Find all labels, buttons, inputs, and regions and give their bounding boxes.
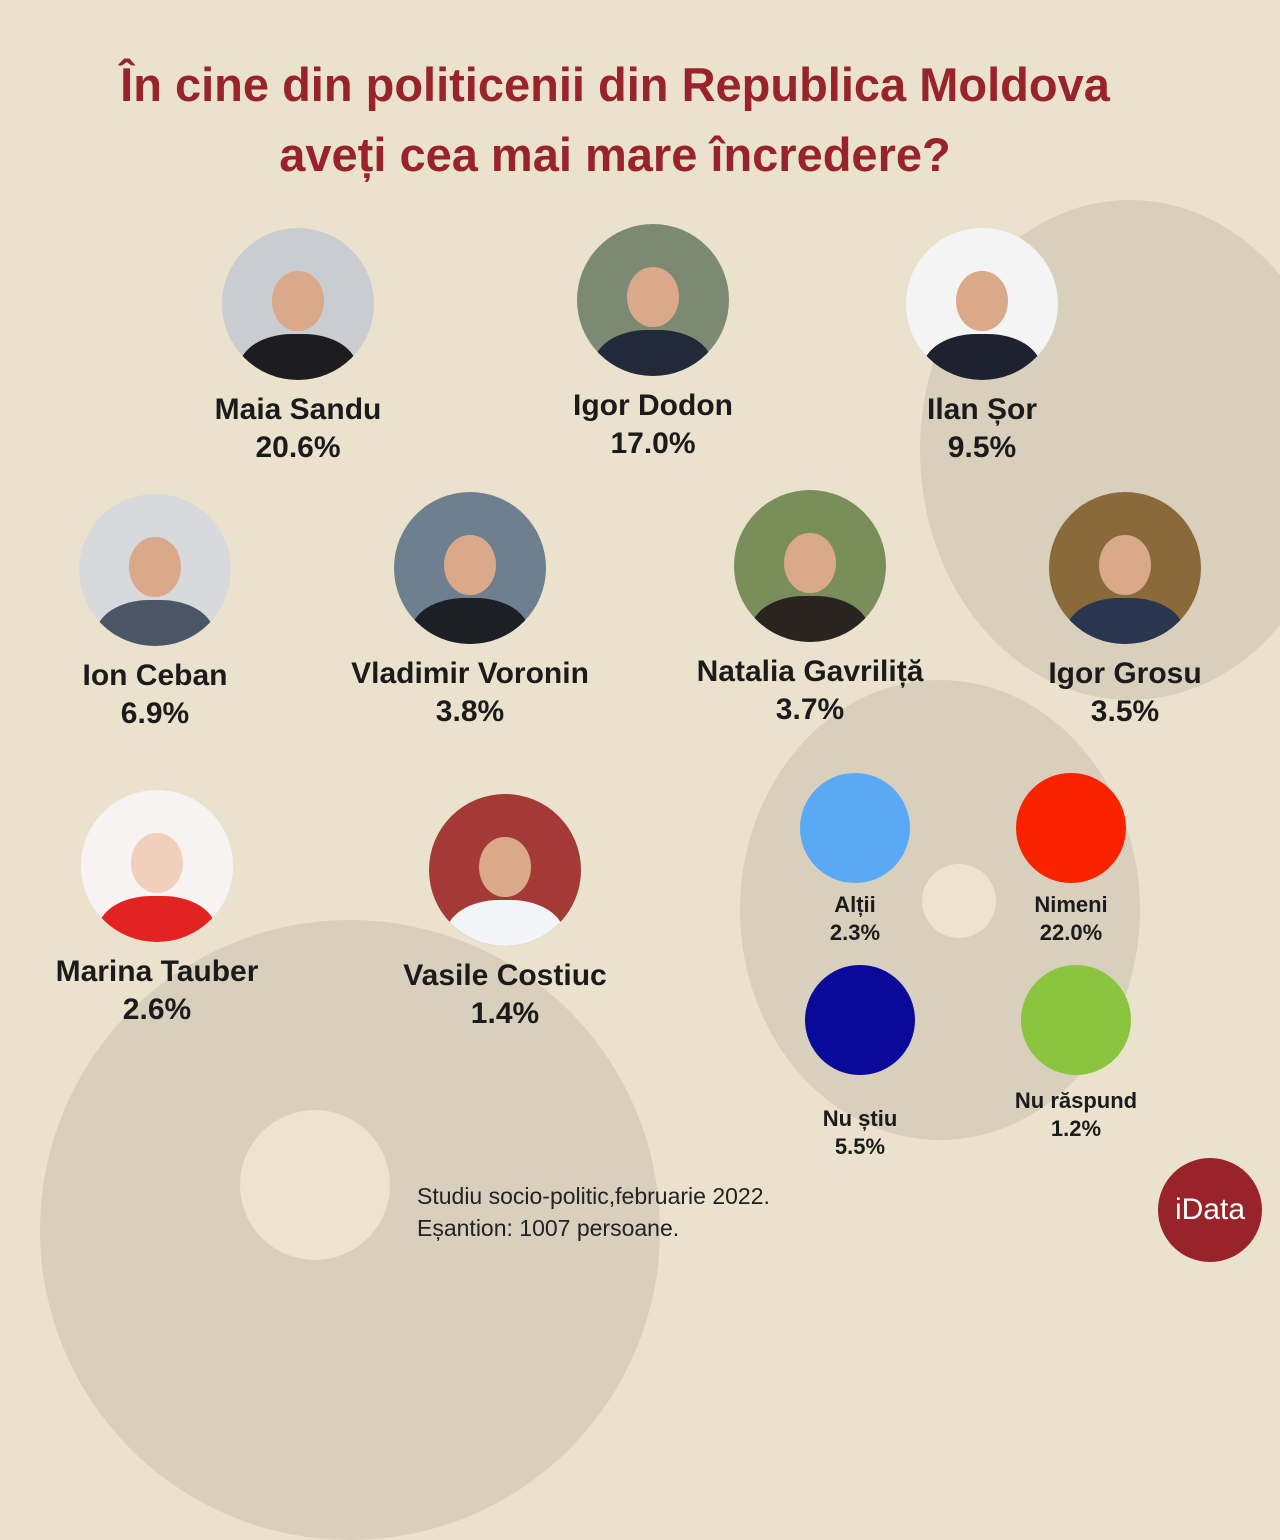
person-name: Marina Tauber: [55, 955, 259, 988]
background-circle: [922, 864, 996, 938]
option-dot: [800, 773, 910, 883]
option-nimeni: Nimeni 22.0%: [961, 773, 1181, 947]
person-percent: 20.6%: [255, 431, 341, 464]
person-name: Vasile Costiuc: [403, 959, 607, 992]
person-percent: 3.7%: [775, 693, 845, 726]
option-percent: 2.3%: [829, 920, 881, 945]
person-name: Vladimir Voronin: [351, 657, 589, 690]
photo-avatar: [222, 228, 374, 380]
photo-avatar: [429, 794, 581, 946]
person-percent: 9.5%: [947, 431, 1017, 464]
photo-avatar: [577, 224, 729, 376]
person-percent: 2.6%: [122, 993, 192, 1026]
option-percent: 22.0%: [1039, 920, 1103, 945]
footer-sample: Eșantion: 1007 persoane.: [417, 1215, 680, 1241]
person-name: Igor Grosu: [1048, 657, 1202, 690]
person-name: Ilan Șor: [926, 393, 1038, 426]
option-nu-raspund: Nu răspund 1.2%: [966, 965, 1186, 1143]
title-line-1: În cine din politicenii din Republica Mo…: [120, 58, 1110, 111]
person-name: Natalia Gavriliță: [696, 655, 924, 688]
option-altii: Alții 2.3%: [745, 773, 965, 947]
person-percent: 3.5%: [1090, 695, 1160, 728]
photo-avatar: [81, 790, 233, 942]
photo-avatar: [394, 492, 546, 644]
photo-avatar: [79, 494, 231, 646]
option-dot: [805, 965, 915, 1075]
person-ion-ceban: Ion Ceban 6.9%: [0, 494, 315, 734]
option-nu-stiu: Nu știu 5.5%: [750, 965, 970, 1161]
photo-avatar: [906, 228, 1058, 380]
person-percent: 17.0%: [610, 427, 696, 460]
person-igor-grosu: Igor Grosu 3.5%: [965, 492, 1280, 732]
person-natalia-gavrilita: Natalia Gavriliță 3.7%: [650, 490, 970, 730]
option-label: Nu știu: [822, 1106, 898, 1131]
footer-note: Studiu socio-politic,februarie 2022. Eșa…: [417, 1180, 770, 1244]
option-dot: [1021, 965, 1131, 1075]
option-dot: [1016, 773, 1126, 883]
person-percent: 3.8%: [435, 695, 505, 728]
person-percent: 6.9%: [120, 697, 190, 730]
person-percent: 1.4%: [470, 997, 540, 1030]
person-marina-tauber: Marina Tauber 2.6%: [0, 790, 317, 1030]
option-percent: 1.2%: [1050, 1116, 1102, 1141]
option-percent: 5.5%: [834, 1134, 886, 1159]
person-name: Igor Dodon: [573, 389, 733, 422]
photo-avatar: [734, 490, 886, 642]
option-label: Alții: [834, 892, 876, 917]
title-line-2: aveți cea mai mare încredere?: [279, 128, 951, 181]
person-name: Ion Ceban: [82, 659, 228, 692]
photo-avatar: [1049, 492, 1201, 644]
person-vasile-costiuc: Vasile Costiuc 1.4%: [345, 794, 665, 1034]
person-igor-dodon: Igor Dodon 17.0%: [493, 224, 813, 464]
person-maia-sandu: Maia Sandu 20.6%: [138, 228, 458, 468]
background-circle: [240, 1110, 390, 1260]
person-vladimir-voronin: Vladimir Voronin 3.8%: [310, 492, 630, 732]
person-name: Maia Sandu: [214, 393, 382, 426]
footer-study: Studiu socio-politic,februarie 2022.: [417, 1183, 770, 1209]
idata-logo: iData: [1158, 1158, 1262, 1262]
option-label: Nimeni: [1034, 892, 1108, 917]
person-ilan-sor: Ilan Șor 9.5%: [822, 228, 1142, 468]
option-label: Nu răspund: [1014, 1088, 1138, 1113]
